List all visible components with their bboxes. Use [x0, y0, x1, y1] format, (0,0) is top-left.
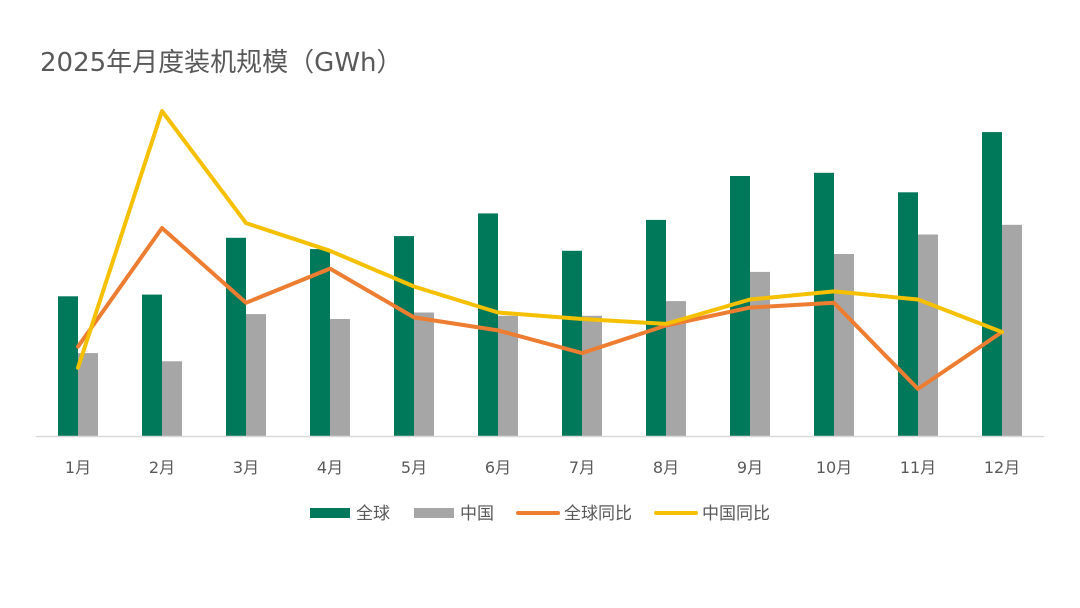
x-tick-label-6月: 6月 [485, 458, 511, 477]
bar-中国-5月 [414, 312, 434, 436]
bar-中国-7月 [582, 315, 602, 437]
bar-中国-3月 [246, 314, 266, 436]
bar-中国-10月 [834, 254, 854, 436]
x-tick-label-2月: 2月 [149, 458, 175, 477]
bar-全球-3月 [226, 237, 246, 437]
x-tick-label-11月: 11月 [900, 458, 936, 477]
x-tick-label-10月: 10月 [816, 458, 852, 477]
legend-label-全球: 全球 [356, 504, 390, 524]
bar-全球-6月 [478, 213, 498, 436]
bar-中国-2月 [162, 361, 182, 437]
bar-全球-5月 [394, 236, 414, 436]
bar-全球-2月 [142, 294, 162, 436]
legend-swatch-中国 [414, 508, 454, 518]
x-tick-label-1月: 1月 [65, 458, 91, 477]
bar-中国-12月 [1002, 224, 1022, 437]
legend-swatch-全球 [310, 508, 350, 518]
bar-中国-11月 [918, 234, 938, 436]
x-tick-label-3月: 3月 [233, 458, 259, 477]
legend-label-全球同比: 全球同比 [564, 504, 632, 524]
bar-中国-4月 [330, 319, 350, 436]
series-line-中国同比 [76, 109, 1004, 370]
chart-title: 2025年月度装机规模（GWh） [40, 48, 403, 78]
x-tick-label-5月: 5月 [401, 458, 427, 477]
bar-全球-12月 [982, 132, 1002, 436]
series-line-全球同比 [76, 226, 1004, 391]
bar-全球-1月 [58, 296, 78, 437]
legend-label-中国: 中国 [460, 504, 494, 524]
bar-中国-9月 [750, 271, 770, 436]
bar-全球-11月 [898, 192, 918, 437]
bar-全球-4月 [310, 249, 330, 436]
bar-中国-6月 [498, 315, 518, 437]
x-tick-label-9月: 9月 [737, 458, 763, 477]
legend-label-中国同比: 中国同比 [702, 504, 770, 524]
x-tick-label-12月: 12月 [984, 458, 1020, 477]
bar-中国-1月 [78, 353, 98, 436]
x-tick-label-7月: 7月 [569, 458, 595, 477]
bar-全球-7月 [562, 250, 582, 436]
x-tick-label-4月: 4月 [317, 458, 343, 477]
bar-全球-9月 [730, 176, 750, 436]
bar-中国-8月 [666, 301, 686, 436]
x-tick-label-8月: 8月 [653, 458, 679, 477]
